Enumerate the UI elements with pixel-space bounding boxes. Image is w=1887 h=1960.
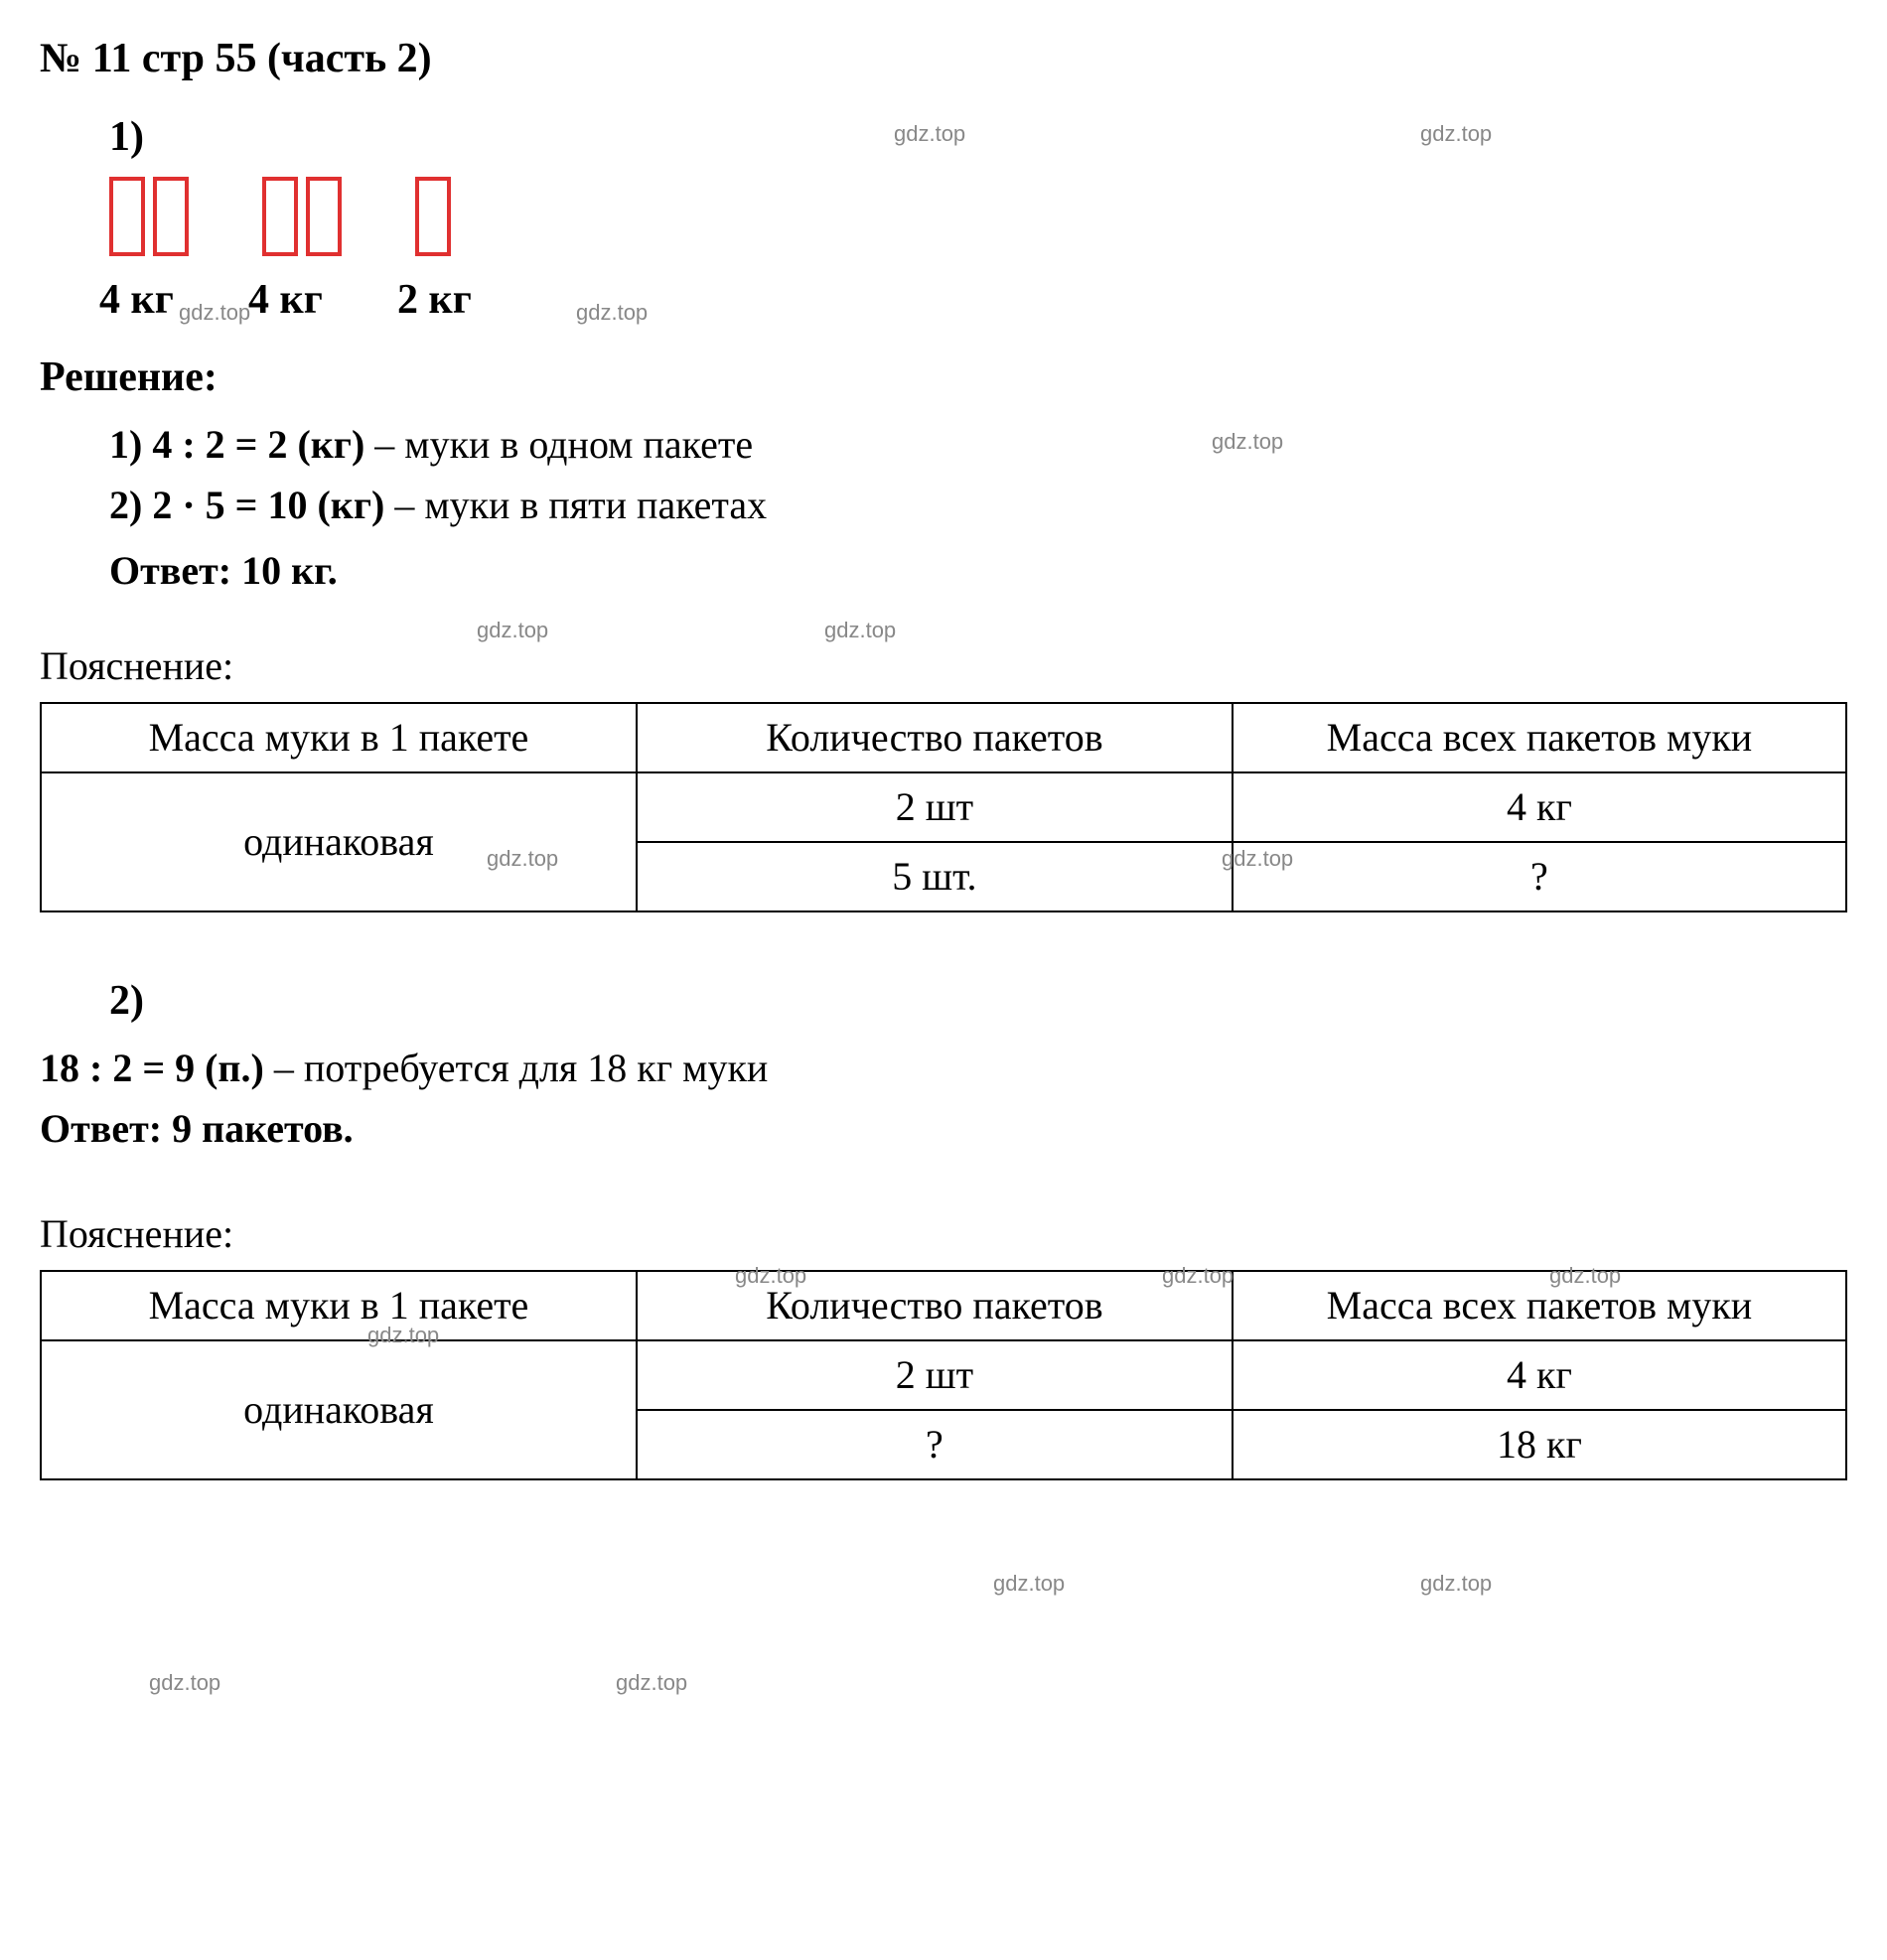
- weights-labels: 4 кг 4 кг 2 кг: [99, 271, 1847, 330]
- box-group-1: [109, 177, 189, 256]
- solution-line-2: 2) 2 · 5 = 10 (кг) – муки в пяти пакетах: [109, 478, 1847, 533]
- table-cell: ?: [637, 1410, 1233, 1479]
- table-cell: 4 кг: [1233, 1340, 1846, 1410]
- table-cell: 2 шт: [637, 1340, 1233, 1410]
- weight-3: 2 кг: [397, 271, 507, 330]
- explanation-table-2: Масса муки в 1 пакете Количество пакетов…: [40, 1270, 1847, 1480]
- table-header-row: Масса муки в 1 пакете Количество пакетов…: [41, 1271, 1846, 1340]
- solution-desc: – муки в пяти пакетах: [384, 483, 767, 527]
- solution-calc: 4 : 2 = 2 (кг): [152, 422, 364, 467]
- table-row: одинаковая 2 шт 4 кг: [41, 1340, 1846, 1410]
- watermark: gdz.top: [993, 1569, 1065, 1600]
- table-header: Масса всех пакетов муки: [1233, 1271, 1846, 1340]
- explanation-label-1: Пояснение:: [40, 638, 1847, 694]
- answer-value: 9 пакетов.: [172, 1106, 354, 1151]
- answer-value: 10 кг.: [241, 548, 338, 593]
- table-header: Масса всех пакетов муки: [1233, 703, 1846, 772]
- solution-desc: – муки в одном пакете: [364, 422, 753, 467]
- table-header: Масса муки в 1 пакете: [41, 1271, 637, 1340]
- answer-label: Ответ:: [109, 548, 231, 593]
- table-row: одинаковая 2 шт 4 кг: [41, 772, 1846, 842]
- answer-2: Ответ: 9 пакетов.: [40, 1101, 1847, 1157]
- flour-box: [262, 177, 298, 256]
- table-cell: 18 кг: [1233, 1410, 1846, 1479]
- solution-prefix: 2): [109, 483, 142, 527]
- box-group-3: [415, 177, 451, 256]
- flour-box: [415, 177, 451, 256]
- table-cell: 4 кг: [1233, 772, 1846, 842]
- calc-bold: 18 : 2 = 9 (п.): [40, 1046, 264, 1090]
- table-cell-rowspan: одинаковая: [41, 772, 637, 911]
- table-cell: 2 шт: [637, 772, 1233, 842]
- watermark: gdz.top: [149, 1668, 220, 1699]
- explanation-label-2: Пояснение:: [40, 1206, 1847, 1262]
- flour-box: [153, 177, 189, 256]
- page-title: № 11 стр 55 (часть 2): [40, 30, 1847, 88]
- explanation-table-1: Масса муки в 1 пакете Количество пакетов…: [40, 702, 1847, 912]
- table-header: Количество пакетов: [637, 1271, 1233, 1340]
- table-header: Количество пакетов: [637, 703, 1233, 772]
- watermark: gdz.top: [616, 1668, 687, 1699]
- answer-1: Ответ: 10 кг.: [109, 543, 1847, 599]
- watermark: gdz.top: [1420, 1569, 1492, 1600]
- solution-line-1: 1) 4 : 2 = 2 (кг) – муки в одном пакете: [109, 417, 1847, 473]
- part1-number: 1): [109, 108, 1847, 167]
- table-cell: 5 шт.: [637, 842, 1233, 911]
- box-group-2: [262, 177, 342, 256]
- table-header-row: Масса муки в 1 пакете Количество пакетов…: [41, 703, 1846, 772]
- table-cell: ?: [1233, 842, 1846, 911]
- table-cell-rowspan: одинаковая: [41, 1340, 637, 1479]
- solution-calc: 2 · 5 = 10 (кг): [152, 483, 384, 527]
- calc-desc: – потребуется для 18 кг муки: [264, 1046, 768, 1090]
- table-header: Масса муки в 1 пакете: [41, 703, 637, 772]
- answer-label: Ответ:: [40, 1106, 162, 1151]
- part2-calc: 18 : 2 = 9 (п.) – потребуется для 18 кг …: [40, 1041, 1847, 1096]
- boxes-diagram: [109, 177, 1847, 256]
- part2-number: 2): [109, 972, 1847, 1031]
- flour-box: [306, 177, 342, 256]
- weight-1: 4 кг: [99, 271, 209, 330]
- flour-box: [109, 177, 145, 256]
- solution-header: Решение:: [40, 349, 1847, 407]
- weight-2: 4 кг: [248, 271, 358, 330]
- solution-prefix: 1): [109, 422, 142, 467]
